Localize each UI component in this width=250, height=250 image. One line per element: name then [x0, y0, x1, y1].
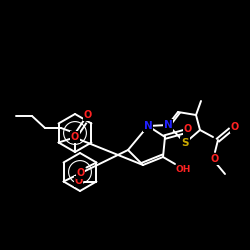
Text: N: N: [144, 121, 152, 131]
Text: O: O: [211, 154, 219, 164]
Text: O: O: [76, 168, 84, 178]
Text: O: O: [231, 122, 239, 132]
Text: O: O: [184, 124, 192, 134]
Text: OH: OH: [175, 166, 191, 174]
Text: O: O: [71, 132, 79, 142]
Text: S: S: [181, 138, 189, 148]
Text: N: N: [164, 120, 172, 130]
Text: O: O: [74, 176, 82, 186]
Text: O: O: [84, 110, 92, 120]
